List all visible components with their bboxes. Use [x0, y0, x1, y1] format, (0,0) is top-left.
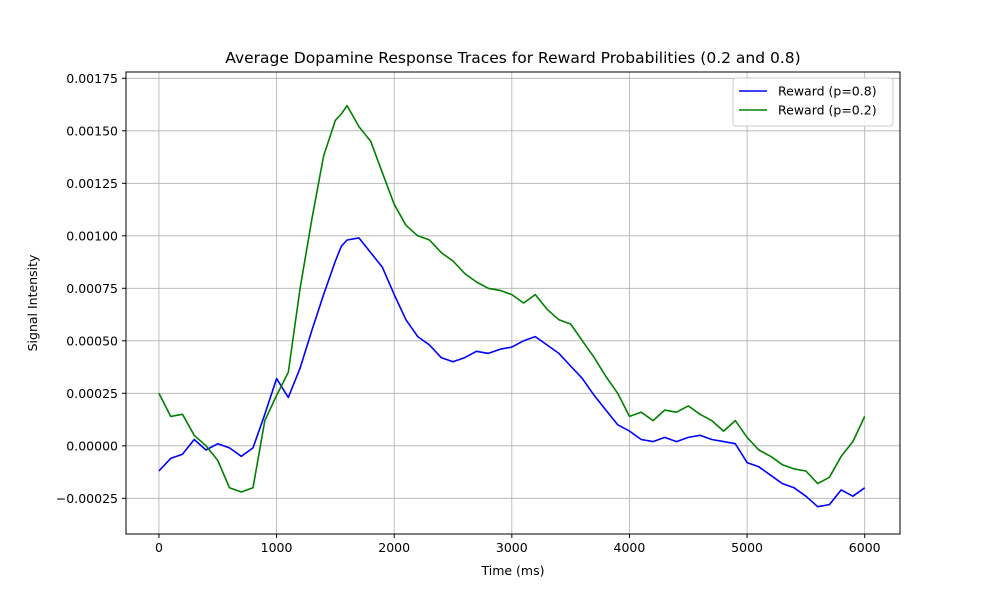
x-tick-label: 1000	[261, 540, 293, 555]
y-axis-label: Signal Intensity	[25, 254, 40, 351]
grid	[126, 72, 900, 534]
plot-frame	[125, 71, 901, 535]
legend-entry-reward-0.2: Reward (p=0.2)	[778, 103, 877, 118]
chart-title: Average Dopamine Response Traces for Rew…	[225, 49, 800, 67]
x-tick-label: 4000	[614, 540, 646, 555]
y-tick-label: 0.00150	[66, 123, 118, 138]
x-tick-label: 3000	[496, 540, 528, 555]
y-tick-label: 0.00175	[66, 71, 118, 86]
x-axis-label: Time (ms)	[480, 563, 544, 578]
x-axis: 0 1000 2000 3000 4000 5000 6000	[155, 534, 881, 555]
x-tick-label: 2000	[378, 540, 410, 555]
y-tick-label: 0.00000	[66, 438, 118, 453]
y-tick-label: 0.00100	[66, 228, 118, 243]
x-tick-label: 6000	[849, 540, 881, 555]
y-tick-label: −0.00025	[56, 491, 118, 506]
y-tick-label: 0.00025	[66, 386, 118, 401]
y-tick-label: 0.00050	[66, 333, 118, 348]
legend-box	[732, 77, 894, 127]
x-tick-label: 0	[155, 540, 163, 555]
legend: Reward (p=0.8) Reward (p=0.2)	[732, 77, 894, 127]
series-group	[158, 104, 866, 508]
y-tick-label: 0.00125	[66, 176, 118, 191]
y-tick-label: 0.00075	[66, 281, 118, 296]
series-line-1	[158, 104, 866, 493]
y-axis: −0.00025 0.00000 0.00025 0.00050 0.00075 0.00…	[56, 71, 126, 506]
legend-entry-reward-0.8: Reward (p=0.8)	[778, 84, 877, 99]
series-line-0	[158, 237, 866, 508]
x-tick-label: 5000	[731, 540, 763, 555]
